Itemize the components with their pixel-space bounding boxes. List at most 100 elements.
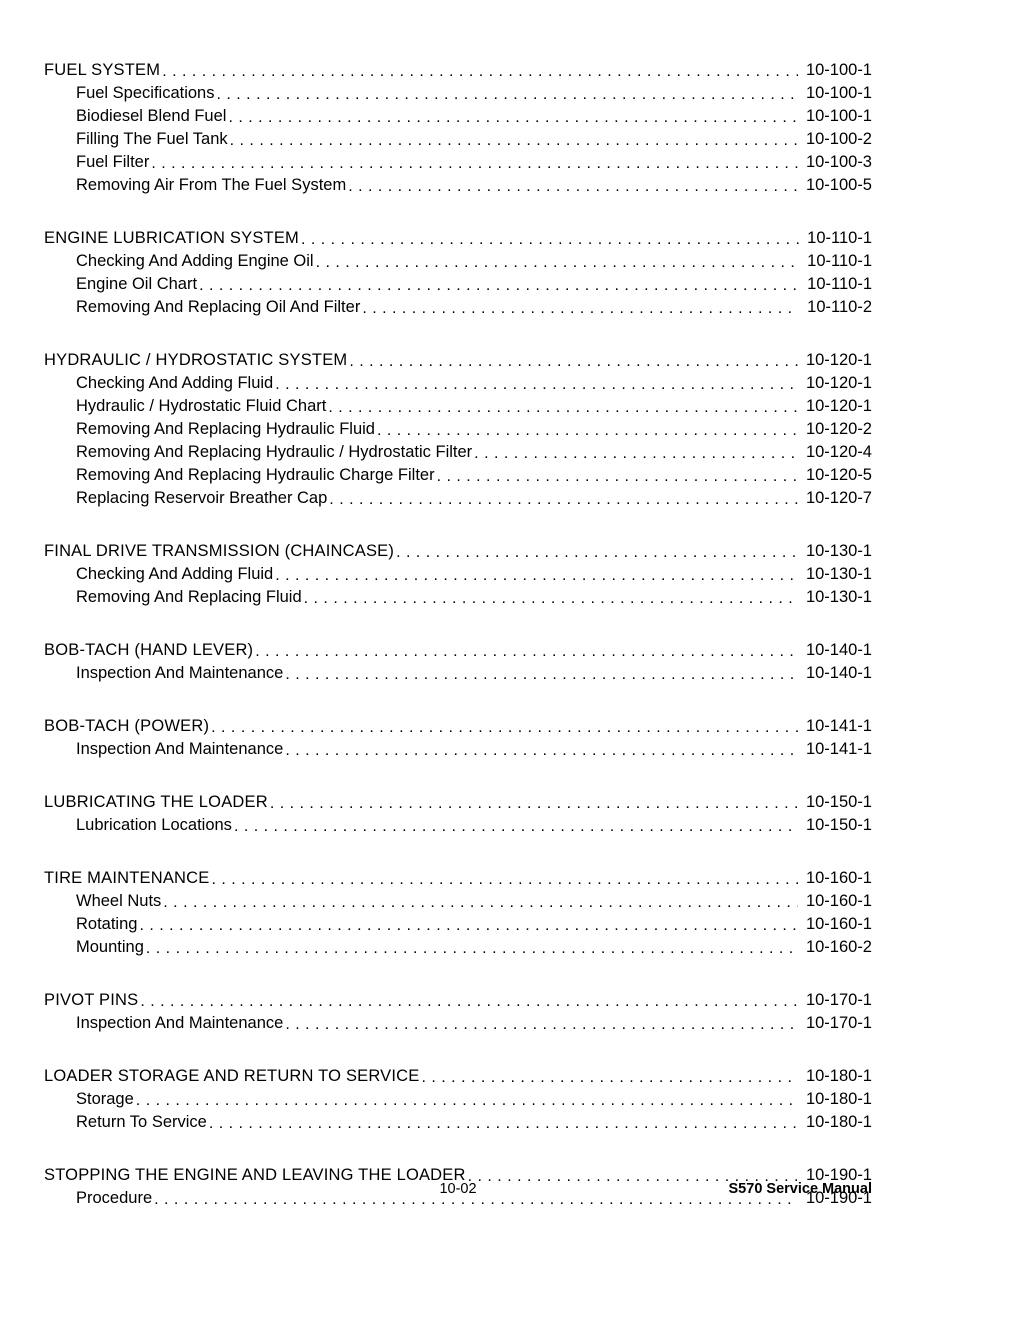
toc-section-header: ENGINE LUBRICATION SYSTEM 10-110-1 xyxy=(44,226,872,249)
toc-entry-title: Fuel Filter xyxy=(76,152,149,174)
toc-entry-page: 10-160-1 xyxy=(806,891,872,913)
toc-section-title: TIRE MAINTENANCE xyxy=(44,868,209,890)
toc-entry: Checking And Adding Fluid 10-130-1 xyxy=(44,562,872,585)
toc-section-title: BOB-TACH (HAND LEVER) xyxy=(44,640,253,662)
dot-leader xyxy=(329,489,798,506)
toc-entry-title: Removing And Replacing Hydraulic Fluid xyxy=(76,419,375,441)
toc-entry: Checking And Adding Engine Oil10-110-1 xyxy=(44,249,872,272)
toc-entry-title: Engine Oil Chart xyxy=(76,274,197,296)
footer-manual-title: S570 Service Manual xyxy=(729,1181,872,1197)
toc-entry-title: Removing And Replacing Oil And Filter xyxy=(76,297,360,319)
toc-section: ENGINE LUBRICATION SYSTEM 10-110-1Checkin… xyxy=(44,226,872,318)
toc-entry-page: 10-110-1 xyxy=(807,274,872,296)
page-footer: 10-02 S570 Service Manual xyxy=(44,1181,872,1197)
toc-entry-page: 10-160-1 xyxy=(806,914,872,936)
toc-section-page: 10-140-1 xyxy=(806,640,872,662)
toc-section-page: 10-110-1 xyxy=(807,228,872,250)
toc-entry: Hydraulic / Hydrostatic Fluid Chart10-12… xyxy=(44,394,872,417)
dot-leader xyxy=(328,397,798,414)
toc-section-page: 10-180-1 xyxy=(806,1066,872,1088)
dot-leader xyxy=(348,176,798,193)
toc-entry-title: Return To Service xyxy=(76,1112,207,1134)
toc-entry-page: 10-120-4 xyxy=(806,442,872,464)
toc-entry: Storage10-180-1 xyxy=(44,1087,872,1110)
toc-entry-page: 10-170-1 xyxy=(806,1013,872,1035)
toc-entry: Removing Air From The Fuel System10-100-… xyxy=(44,173,872,196)
dot-leader xyxy=(136,1090,798,1107)
toc-entry-title: Inspection And Maintenance xyxy=(76,1013,283,1035)
toc-entry-page: 10-130-1 xyxy=(806,564,872,586)
toc-entry: Removing And Replacing Fluid10-130-1 xyxy=(44,585,872,608)
toc-entry-page: 10-120-7 xyxy=(806,488,872,510)
toc-section-page: 10-170-1 xyxy=(806,990,872,1012)
toc-section: LUBRICATING THE LOADER10-150-1Lubricatio… xyxy=(44,790,872,836)
toc-entry-page: 10-100-2 xyxy=(806,129,872,151)
dot-leader xyxy=(139,915,797,932)
toc-entry-page: 10-130-1 xyxy=(806,587,872,609)
toc-section-page: 10-130-1 xyxy=(806,541,872,563)
toc-section-title: FUEL SYSTEM xyxy=(44,60,160,82)
toc-entry-title: Biodiesel Blend Fuel xyxy=(76,106,226,128)
toc-section: FINAL DRIVE TRANSMISSION (CHAINCASE) 10-1… xyxy=(44,539,872,608)
dot-leader xyxy=(275,374,798,391)
toc-entry-title: Replacing Reservoir Breather Cap xyxy=(76,488,327,510)
toc-entry-title: Removing And Replacing Hydraulic Charge … xyxy=(76,465,435,487)
toc-entry: Return To Service 10-180-1 xyxy=(44,1110,872,1133)
toc-entry-title: Filling The Fuel Tank xyxy=(76,129,228,151)
toc-entry-page: 10-180-1 xyxy=(806,1089,872,1111)
dot-leader xyxy=(146,938,798,955)
dot-leader xyxy=(301,229,799,246)
toc-entry: Inspection And Maintenance10-141-1 xyxy=(44,737,872,760)
toc-entry-page: 10-180-1 xyxy=(806,1112,872,1134)
toc-section-page: 10-120-1 xyxy=(806,350,872,372)
toc-entry: Inspection And Maintenance 10-140-1 xyxy=(44,661,872,684)
toc-entry: Engine Oil Chart 10-110-1 xyxy=(44,272,872,295)
toc-entry: Inspection And Maintenance 10-170-1 xyxy=(44,1011,872,1034)
toc-entry: Filling The Fuel Tank 10-100-2 xyxy=(44,127,872,150)
toc-entry-page: 10-110-2 xyxy=(807,297,872,319)
toc-entry-title: Rotating xyxy=(76,914,137,936)
dot-leader xyxy=(255,641,798,658)
toc-entry-page: 10-140-1 xyxy=(806,663,872,685)
toc-section: FUEL SYSTEM10-100-1Fuel Specifications10… xyxy=(44,58,872,196)
toc-entry: Mounting10-160-2 xyxy=(44,935,872,958)
toc-entry: Checking And Adding Fluid 10-120-1 xyxy=(44,371,872,394)
toc-entry: Removing And Replacing Oil And Filter 10-… xyxy=(44,295,872,318)
toc-section-header: HYDRAULIC / HYDROSTATIC SYSTEM 10-120-1 xyxy=(44,348,872,371)
toc-section: BOB-TACH (HAND LEVER)10-140-1Inspection … xyxy=(44,638,872,684)
toc-entry-title: Mounting xyxy=(76,937,144,959)
toc-entry-page: 10-100-3 xyxy=(806,152,872,174)
toc-section-page: 10-160-1 xyxy=(806,868,872,890)
dot-leader xyxy=(422,1067,798,1084)
dot-leader xyxy=(228,107,798,124)
toc-entry: Lubrication Locations10-150-1 xyxy=(44,813,872,836)
toc-section-title: BOB-TACH (POWER) xyxy=(44,716,209,738)
dot-leader xyxy=(211,869,797,886)
toc-entry-page: 10-120-1 xyxy=(806,373,872,395)
dot-leader xyxy=(285,740,798,757)
dot-leader xyxy=(151,153,798,170)
toc-entry-title: Inspection And Maintenance xyxy=(76,663,283,685)
dot-leader xyxy=(230,130,798,147)
dot-leader xyxy=(349,351,798,368)
toc-section-title: HYDRAULIC / HYDROSTATIC SYSTEM xyxy=(44,350,347,372)
page: FUEL SYSTEM10-100-1Fuel Specifications10… xyxy=(0,0,1024,1325)
dot-leader xyxy=(474,443,798,460)
table-of-contents: FUEL SYSTEM10-100-1Fuel Specifications10… xyxy=(44,58,872,1209)
dot-leader xyxy=(377,420,798,437)
toc-section-title: ENGINE LUBRICATION SYSTEM xyxy=(44,228,299,250)
toc-section-title: LUBRICATING THE LOADER xyxy=(44,792,268,814)
toc-section-page: 10-100-1 xyxy=(806,60,872,82)
toc-entry: Fuel Filter 10-100-3 xyxy=(44,150,872,173)
toc-entry-title: Wheel Nuts xyxy=(76,891,161,913)
toc-entry-title: Checking And Adding Fluid xyxy=(76,373,273,395)
toc-section-header: PIVOT PINS10-170-1 xyxy=(44,988,872,1011)
toc-section-title: FINAL DRIVE TRANSMISSION (CHAINCASE) xyxy=(44,541,394,563)
toc-section-header: TIRE MAINTENANCE 10-160-1 xyxy=(44,866,872,889)
toc-entry: Biodiesel Blend Fuel10-100-1 xyxy=(44,104,872,127)
toc-entry-page: 10-100-5 xyxy=(806,175,872,197)
dot-leader xyxy=(270,793,798,810)
toc-entry-title: Checking And Adding Fluid xyxy=(76,564,273,586)
toc-entry: Removing And Replacing Hydraulic Charge … xyxy=(44,463,872,486)
toc-section-page: 10-141-1 xyxy=(806,716,872,738)
